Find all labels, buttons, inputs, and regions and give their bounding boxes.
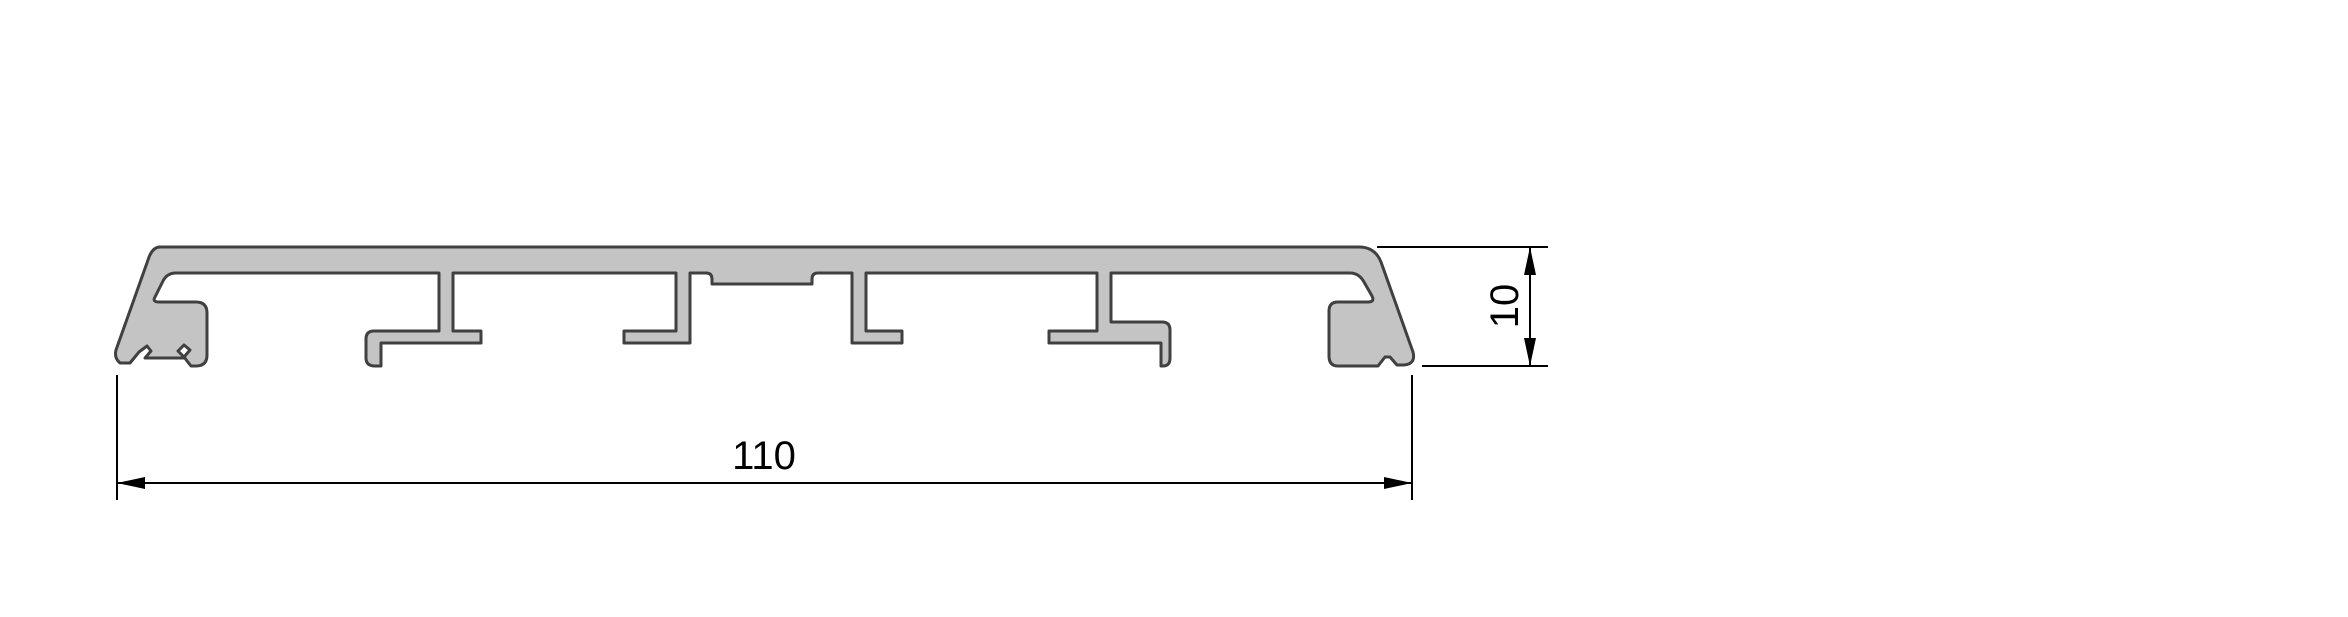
width-arrow-left <box>117 477 145 489</box>
width-dimension-label: 110 <box>732 434 796 478</box>
height-arrow-top <box>1524 247 1536 275</box>
width-dimension: 110 <box>116 375 1413 500</box>
profile-cross-section <box>114 245 1416 368</box>
height-dimension: 10 <box>1377 246 1548 367</box>
height-arrow-bottom <box>1524 338 1536 366</box>
height-dimension-label: 10 <box>1483 284 1527 329</box>
width-arrow-right <box>1384 477 1412 489</box>
